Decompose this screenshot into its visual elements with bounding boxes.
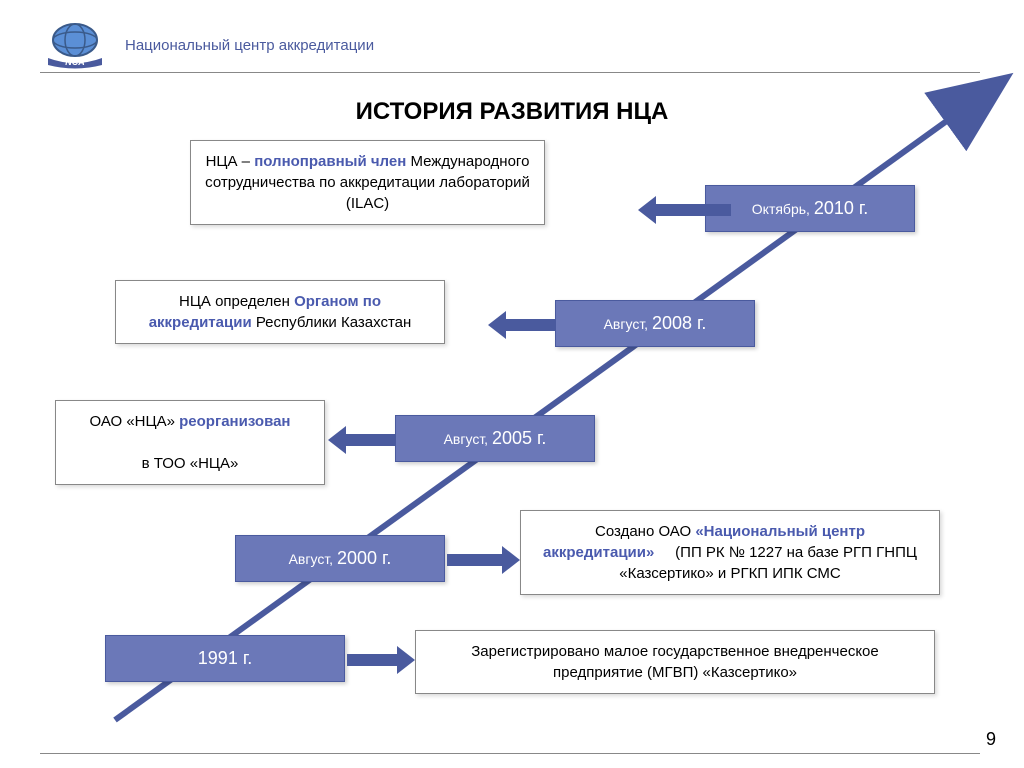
text-box-3: НЦА определен Органом по аккредитации Ре… xyxy=(115,280,445,344)
date-box-0: 1991 г. xyxy=(105,635,345,682)
date-box-3: Август, 2008 г. xyxy=(555,300,755,347)
page-number: 9 xyxy=(986,729,996,750)
footer-divider xyxy=(40,753,980,754)
header: NCA Национальный центр аккредитации xyxy=(40,20,374,70)
date-box-1: Август, 2000 г. xyxy=(235,535,445,582)
nca-logo-icon: NCA xyxy=(40,20,110,70)
text-box-1: Создано ОАО «Национальный центр аккредит… xyxy=(520,510,940,595)
text-box-4: НЦА – полноправный член Международного с… xyxy=(190,140,545,225)
svg-text:NCA: NCA xyxy=(65,57,85,67)
text-box-2: ОАО «НЦА» реорганизованв ТОО «НЦА» xyxy=(55,400,325,485)
org-name: Национальный центр аккредитации xyxy=(125,37,374,54)
date-box-4: Октябрь, 2010 г. xyxy=(705,185,915,232)
text-box-0: Зарегистрировано малое государственное в… xyxy=(415,630,935,694)
page-title: ИСТОРИЯ РАЗВИТИЯ НЦА xyxy=(0,98,1024,126)
header-divider xyxy=(40,72,980,73)
date-box-2: Август, 2005 г. xyxy=(395,415,595,462)
